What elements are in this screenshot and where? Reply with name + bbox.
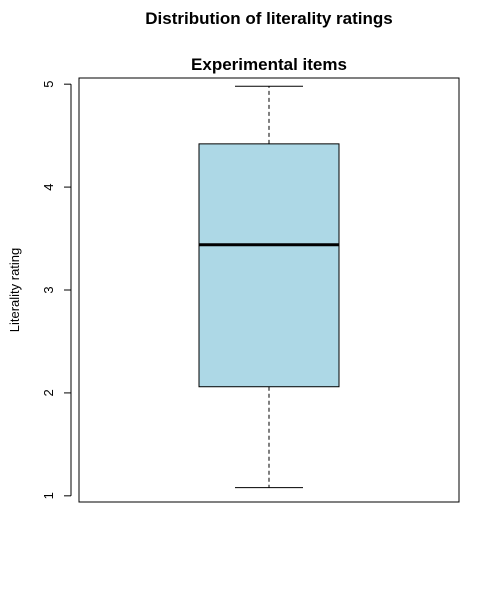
plot-frame xyxy=(78,77,460,503)
y-axis-label: Literality rating xyxy=(7,248,22,333)
y-tick-label: 4 xyxy=(41,183,56,190)
chart-subtitle: Experimental items xyxy=(191,55,347,74)
boxplot xyxy=(198,85,340,489)
interquartile-box xyxy=(198,143,340,388)
y-tick-label: 2 xyxy=(41,389,56,396)
y-tick-label: 5 xyxy=(41,81,56,88)
y-axis: 1 2 3 4 5 xyxy=(41,81,72,499)
y-tick-label: 3 xyxy=(41,286,56,293)
chart-title: Distribution of literality ratings xyxy=(145,9,392,28)
y-tick-label: 1 xyxy=(41,492,56,499)
